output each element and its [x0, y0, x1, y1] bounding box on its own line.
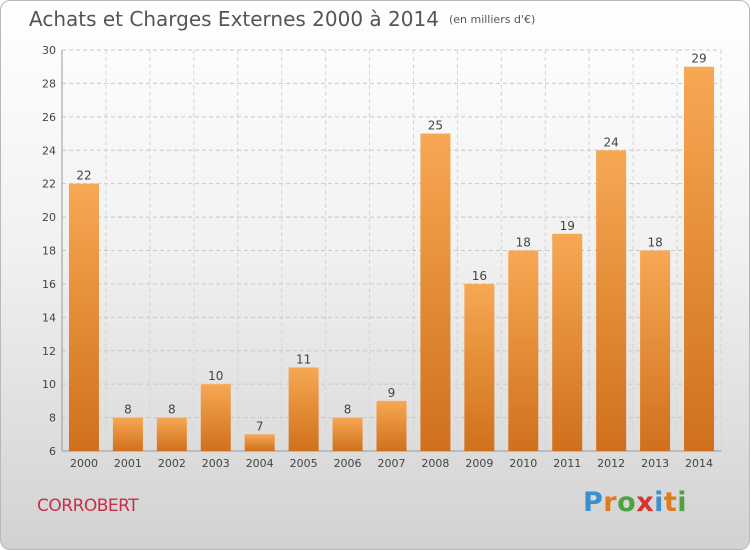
chart-title-text: Achats et Charges Externes 2000 à 2014: [29, 7, 439, 31]
bar-2002: [156, 417, 187, 451]
bar-2007: [376, 400, 407, 451]
bar-2009: [464, 283, 495, 451]
data-label: 9: [388, 386, 396, 400]
logo-letter: P: [583, 487, 604, 518]
x-tick-label: 2003: [202, 457, 230, 470]
logo-letter: o: [617, 487, 637, 518]
data-label: 19: [560, 219, 575, 233]
bar-2000: [68, 183, 99, 451]
logo-letter: x: [636, 487, 655, 518]
bar-2014: [684, 66, 715, 451]
data-label: 11: [296, 352, 311, 366]
data-label: 7: [256, 419, 264, 433]
logo-letter: t: [663, 487, 678, 518]
bar-2006: [332, 417, 363, 451]
bar-2011: [552, 233, 583, 451]
x-tick-label: 2007: [378, 457, 406, 470]
y-tick-label: 14: [42, 311, 56, 324]
commune-name: CORROBERT: [37, 496, 139, 516]
chart-unit: (en milliers d'€): [448, 13, 536, 26]
data-label: 18: [516, 236, 531, 250]
y-tick-label: 20: [42, 211, 56, 224]
y-tick-label: 8: [49, 412, 56, 425]
bar-2010: [508, 250, 539, 451]
x-tick-label: 2009: [465, 457, 493, 470]
data-label: 29: [691, 52, 706, 66]
y-tick-label: 22: [42, 178, 56, 191]
data-label: 25: [428, 119, 443, 133]
bar-2003: [200, 384, 231, 451]
x-tick-label: 2010: [509, 457, 537, 470]
x-tick-label: 2005: [290, 457, 318, 470]
data-label: 10: [208, 369, 223, 383]
data-label: 8: [344, 403, 352, 417]
logo-letter: r: [603, 487, 618, 518]
bar-2005: [288, 367, 319, 451]
x-tick-label: 2014: [685, 457, 713, 470]
bar-2013: [640, 250, 671, 451]
data-label: 16: [472, 269, 487, 283]
y-tick-label: 10: [42, 378, 56, 391]
bar-2012: [596, 150, 627, 451]
x-tick-label: 2008: [421, 457, 449, 470]
proxiti-logo: Proxiti: [583, 487, 687, 518]
y-tick-label: 6: [49, 445, 56, 458]
data-label: 8: [168, 403, 176, 417]
x-tick-label: 2001: [114, 457, 142, 470]
x-tick-label: 2000: [70, 457, 98, 470]
y-tick-label: 30: [42, 44, 56, 57]
logo-letter: i: [654, 487, 664, 518]
x-tick-label: 2012: [597, 457, 625, 470]
data-label: 8: [124, 403, 132, 417]
x-tick-label: 2013: [641, 457, 669, 470]
x-tick-label: 2002: [158, 457, 186, 470]
bar-2001: [112, 417, 143, 451]
logo-letter: i: [677, 487, 688, 518]
x-tick-label: 2004: [246, 457, 274, 470]
bar-2004: [244, 434, 275, 451]
y-tick-label: 24: [42, 144, 56, 157]
data-label: 24: [604, 135, 619, 149]
y-tick-label: 16: [42, 278, 56, 291]
y-tick-label: 18: [42, 245, 56, 258]
bar-2008: [420, 133, 451, 451]
x-tick-label: 2006: [334, 457, 362, 470]
y-tick-label: 28: [42, 77, 56, 90]
data-label: 22: [76, 169, 91, 183]
y-tick-label: 12: [42, 345, 56, 358]
data-label: 18: [647, 236, 662, 250]
y-tick-label: 26: [42, 111, 56, 124]
x-tick-label: 2011: [553, 457, 581, 470]
chart-title: Achats et Charges Externes 2000 à 2014 (e…: [29, 7, 535, 31]
